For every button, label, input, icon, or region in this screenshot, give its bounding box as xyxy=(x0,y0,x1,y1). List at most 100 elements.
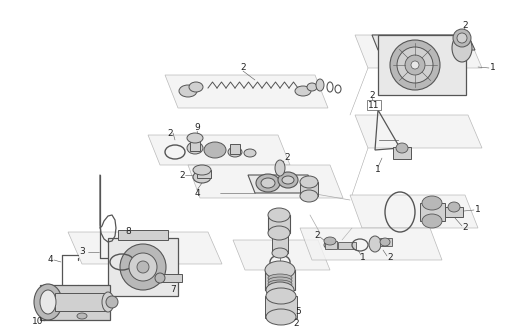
Text: 2: 2 xyxy=(462,223,468,233)
Bar xyxy=(160,274,182,282)
Text: 5: 5 xyxy=(295,307,301,317)
Text: 2: 2 xyxy=(387,253,393,262)
Text: 10: 10 xyxy=(32,318,44,327)
Circle shape xyxy=(390,40,440,90)
Text: 2: 2 xyxy=(284,154,290,163)
Ellipse shape xyxy=(187,142,203,154)
Ellipse shape xyxy=(300,176,318,188)
Bar xyxy=(325,241,337,249)
Ellipse shape xyxy=(268,274,292,282)
Polygon shape xyxy=(355,115,482,148)
Polygon shape xyxy=(248,175,315,193)
Ellipse shape xyxy=(369,236,381,252)
Circle shape xyxy=(120,244,166,290)
Ellipse shape xyxy=(316,79,324,91)
Bar xyxy=(380,238,392,246)
Bar xyxy=(118,230,168,240)
Ellipse shape xyxy=(448,202,460,212)
Ellipse shape xyxy=(422,196,442,210)
Text: 4: 4 xyxy=(47,255,53,264)
Text: 2: 2 xyxy=(369,90,375,99)
Circle shape xyxy=(411,61,419,69)
Circle shape xyxy=(405,55,425,75)
Bar xyxy=(265,270,295,290)
Ellipse shape xyxy=(266,282,294,298)
Ellipse shape xyxy=(228,147,242,157)
Text: 11: 11 xyxy=(368,100,380,110)
Ellipse shape xyxy=(40,290,56,314)
Ellipse shape xyxy=(324,237,336,245)
Ellipse shape xyxy=(275,160,285,176)
Ellipse shape xyxy=(282,176,294,184)
Ellipse shape xyxy=(452,34,472,62)
Bar xyxy=(393,147,411,159)
Ellipse shape xyxy=(204,142,226,158)
Polygon shape xyxy=(188,165,343,198)
Ellipse shape xyxy=(268,280,292,288)
Ellipse shape xyxy=(266,288,296,304)
Bar xyxy=(272,233,288,253)
Ellipse shape xyxy=(380,238,390,246)
Ellipse shape xyxy=(396,143,408,153)
Polygon shape xyxy=(372,35,475,50)
Ellipse shape xyxy=(268,226,290,240)
Text: 2: 2 xyxy=(167,128,173,137)
Ellipse shape xyxy=(155,273,165,283)
Circle shape xyxy=(129,253,157,281)
Text: 1: 1 xyxy=(375,166,381,174)
Bar xyxy=(190,138,200,151)
Text: 2: 2 xyxy=(314,230,320,240)
Bar xyxy=(230,144,240,154)
Ellipse shape xyxy=(268,208,290,222)
Text: 2: 2 xyxy=(179,170,185,179)
Ellipse shape xyxy=(266,309,296,325)
Polygon shape xyxy=(148,135,290,165)
Ellipse shape xyxy=(256,174,280,192)
Bar xyxy=(40,285,110,320)
Circle shape xyxy=(106,296,118,308)
Polygon shape xyxy=(355,35,482,68)
Bar xyxy=(445,207,463,217)
Text: 1: 1 xyxy=(490,64,496,73)
Ellipse shape xyxy=(324,241,336,249)
Bar xyxy=(268,215,290,233)
Bar xyxy=(420,203,445,221)
Ellipse shape xyxy=(295,86,311,96)
Text: 9: 9 xyxy=(194,124,200,132)
Ellipse shape xyxy=(272,248,288,258)
Bar xyxy=(378,35,466,95)
Text: 1: 1 xyxy=(360,252,366,261)
Polygon shape xyxy=(68,232,222,264)
Text: 4: 4 xyxy=(194,188,200,198)
Circle shape xyxy=(457,33,467,43)
Ellipse shape xyxy=(300,190,318,202)
Ellipse shape xyxy=(261,178,275,188)
Ellipse shape xyxy=(265,261,295,279)
Bar xyxy=(197,170,211,178)
Ellipse shape xyxy=(268,277,292,285)
Ellipse shape xyxy=(268,283,292,291)
Ellipse shape xyxy=(268,286,292,294)
Ellipse shape xyxy=(102,292,114,312)
Ellipse shape xyxy=(34,284,62,320)
Ellipse shape xyxy=(278,172,298,188)
Polygon shape xyxy=(165,75,328,108)
Ellipse shape xyxy=(193,165,211,175)
Text: 2: 2 xyxy=(240,64,246,73)
Ellipse shape xyxy=(189,82,203,92)
Text: 8: 8 xyxy=(125,227,131,237)
Bar xyxy=(265,296,297,318)
Text: 1: 1 xyxy=(475,206,481,214)
Text: 3: 3 xyxy=(79,248,85,256)
Bar xyxy=(338,242,356,249)
Text: 2: 2 xyxy=(293,319,299,328)
Ellipse shape xyxy=(179,85,197,97)
Polygon shape xyxy=(350,195,478,228)
Bar xyxy=(55,293,107,311)
Ellipse shape xyxy=(422,214,442,228)
Ellipse shape xyxy=(77,313,87,319)
Circle shape xyxy=(137,261,149,273)
Polygon shape xyxy=(300,228,442,260)
Bar xyxy=(300,182,318,196)
Circle shape xyxy=(453,29,471,47)
